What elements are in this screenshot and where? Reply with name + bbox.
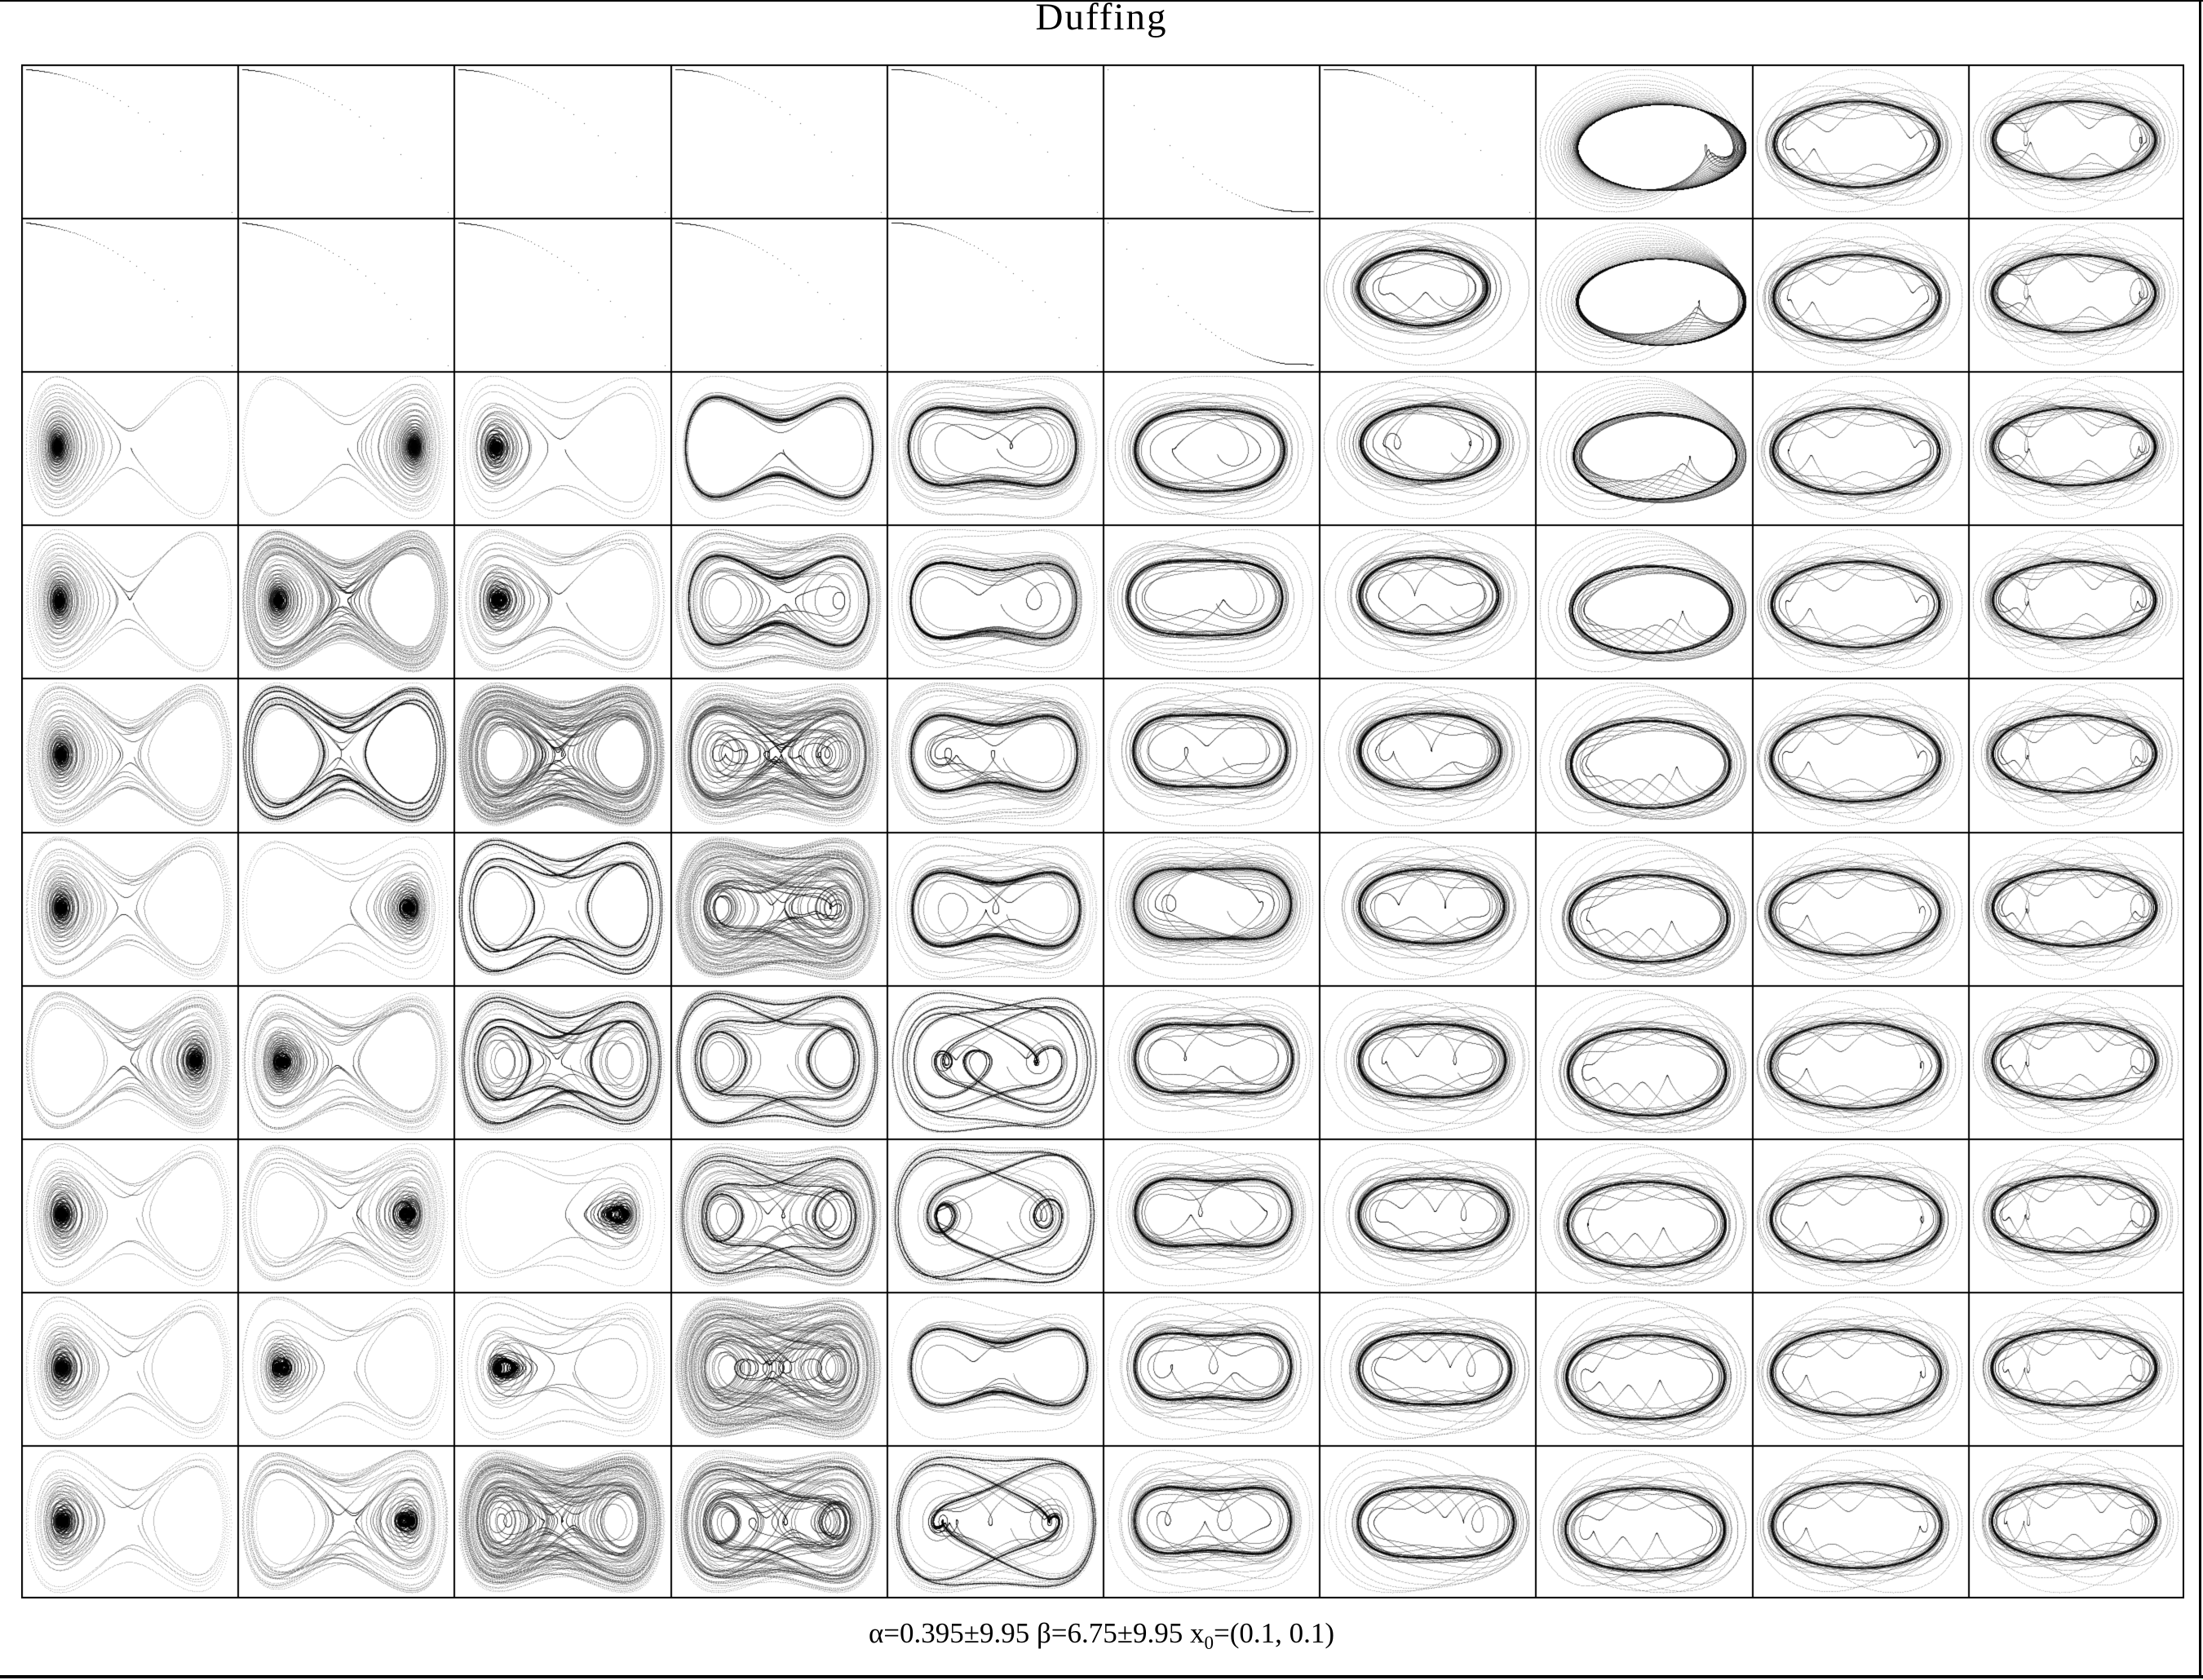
caption-initial-condition: =(0.1, 0.1) [1213, 1617, 1335, 1649]
figure-caption: α=0.395±9.95 β=6.75±9.95 x0=(0.1, 0.1) [0, 1617, 2203, 1653]
figure-title: Duffing [1035, 0, 1168, 38]
phase-portrait-grid [21, 64, 2184, 1598]
window-border-right [2199, 0, 2201, 1678]
window-border-bottom [0, 1675, 2203, 1678]
window-border-top [0, 0, 2203, 2]
caption-subscript: 0 [1204, 1633, 1214, 1653]
caption-params: α=0.395±9.95 β=6.75±9.95 x [868, 1617, 1205, 1649]
